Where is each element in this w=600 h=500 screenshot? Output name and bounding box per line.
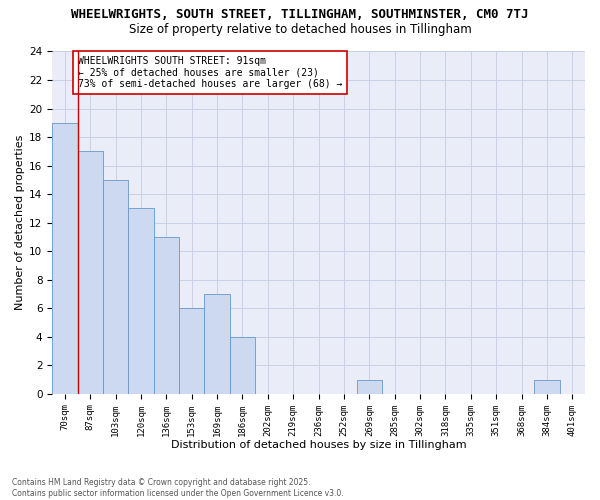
- Text: Contains HM Land Registry data © Crown copyright and database right 2025.
Contai: Contains HM Land Registry data © Crown c…: [12, 478, 344, 498]
- X-axis label: Distribution of detached houses by size in Tillingham: Distribution of detached houses by size …: [171, 440, 466, 450]
- Bar: [179, 308, 205, 394]
- Bar: [52, 123, 77, 394]
- Text: WHEELWRIGHTS SOUTH STREET: 91sqm
← 25% of detached houses are smaller (23)
73% o: WHEELWRIGHTS SOUTH STREET: 91sqm ← 25% o…: [78, 56, 343, 89]
- Bar: [205, 294, 230, 394]
- Bar: [77, 152, 103, 394]
- Bar: [534, 380, 560, 394]
- Bar: [154, 237, 179, 394]
- Bar: [103, 180, 128, 394]
- Text: WHEELWRIGHTS, SOUTH STREET, TILLINGHAM, SOUTHMINSTER, CM0 7TJ: WHEELWRIGHTS, SOUTH STREET, TILLINGHAM, …: [71, 8, 529, 20]
- Y-axis label: Number of detached properties: Number of detached properties: [15, 135, 25, 310]
- Bar: [230, 337, 255, 394]
- Text: Size of property relative to detached houses in Tillingham: Size of property relative to detached ho…: [128, 22, 472, 36]
- Bar: [128, 208, 154, 394]
- Bar: [356, 380, 382, 394]
